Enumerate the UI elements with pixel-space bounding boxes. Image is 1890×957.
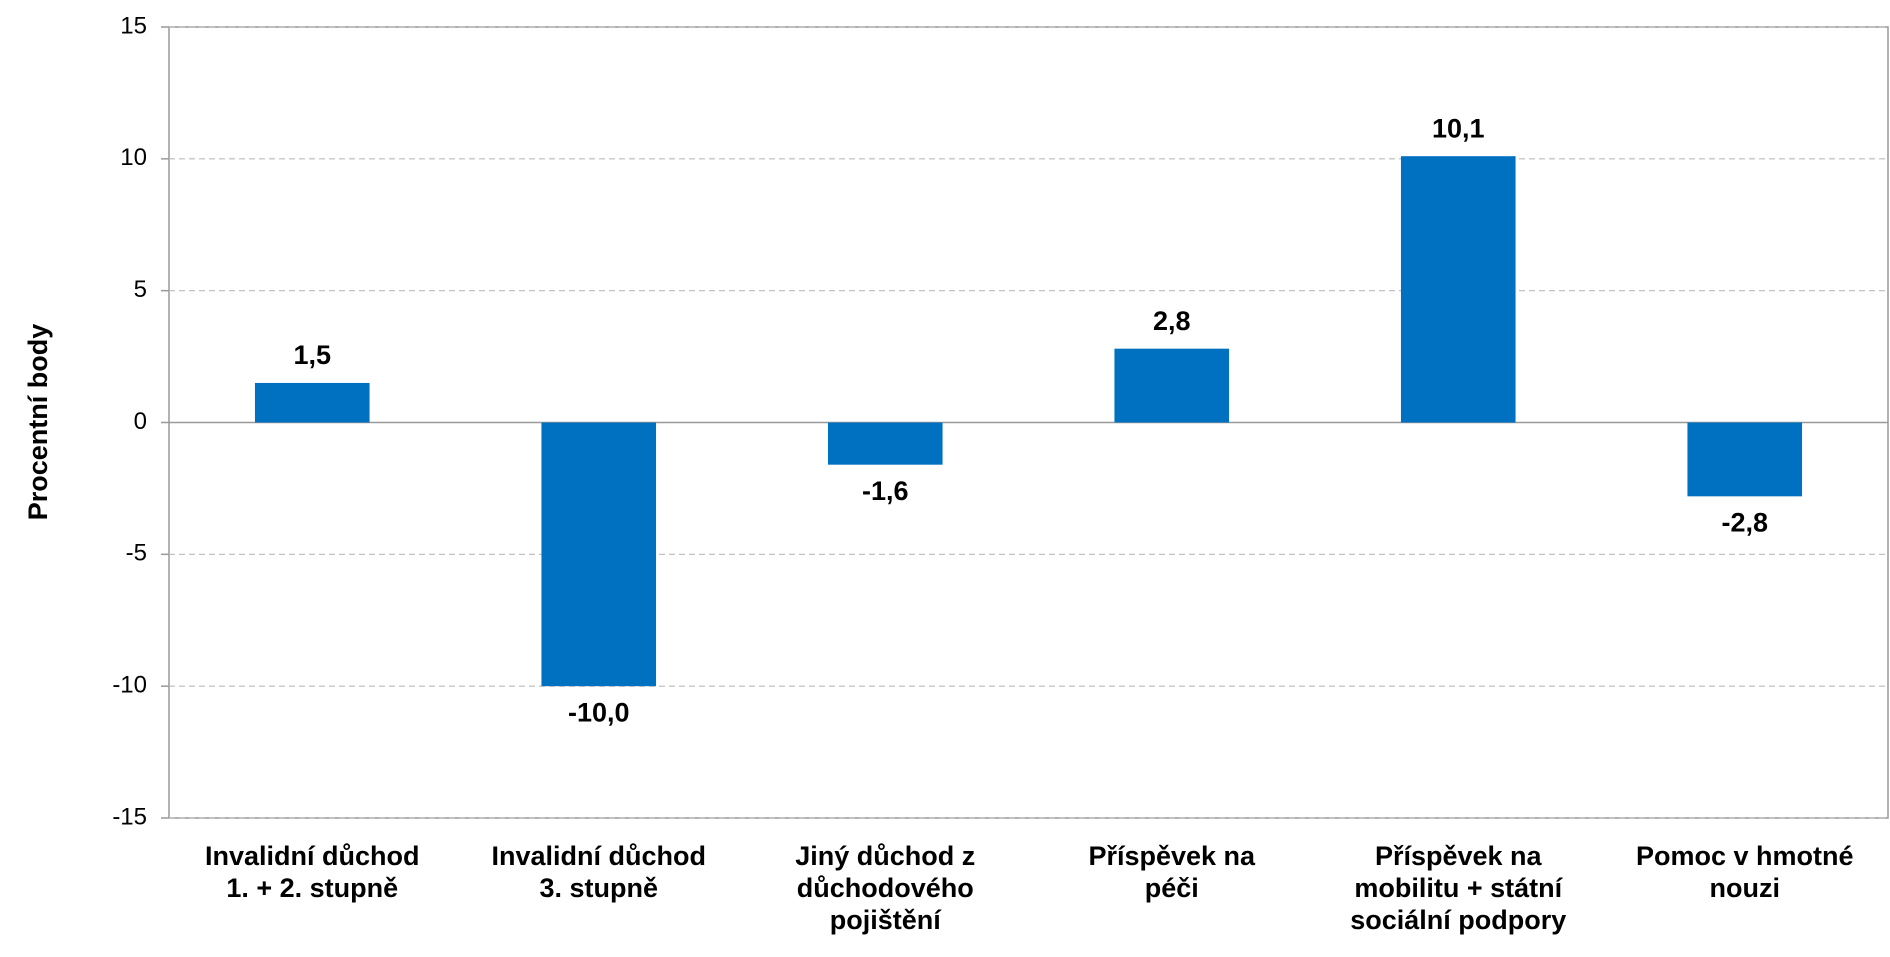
- x-tick-label: Invalidní důchod 1. + 2. stupně: [205, 841, 420, 903]
- y-tick-label: 5: [134, 276, 147, 303]
- bar: [1687, 422, 1803, 497]
- bar: [827, 422, 943, 465]
- x-tick-label: Pomoc v hmotné nouzi: [1635, 841, 1854, 903]
- value-label: -1,6: [862, 476, 909, 506]
- y-tick-label: 0: [134, 408, 147, 435]
- value-label: -2,8: [1721, 507, 1768, 537]
- x-tick-label: Příspěvek na mobilitu + státní sociální …: [1350, 841, 1567, 935]
- bar: [254, 382, 370, 423]
- y-tick-label: 15: [120, 12, 147, 39]
- value-label: 10,1: [1432, 113, 1485, 143]
- y-tick-label: 10: [120, 144, 147, 171]
- y-tick-label: -5: [126, 540, 147, 567]
- value-label: -10,0: [568, 697, 630, 727]
- bar: [1400, 156, 1516, 423]
- bar: [541, 422, 657, 687]
- y-tick-label: -15: [112, 803, 147, 830]
- value-label: 1,5: [293, 340, 331, 370]
- y-tick-label: -10: [112, 672, 147, 699]
- bar: [1114, 348, 1230, 423]
- x-tick-label: Jiný důchod z důchodového pojištění: [795, 841, 976, 935]
- x-tick-label: Invalidní důchod 3. stupně: [491, 841, 707, 903]
- value-label: 2,8: [1153, 306, 1191, 336]
- y-axis-title: Procentní body: [23, 324, 53, 521]
- x-tick-label: Příspěvek na péči: [1088, 841, 1256, 903]
